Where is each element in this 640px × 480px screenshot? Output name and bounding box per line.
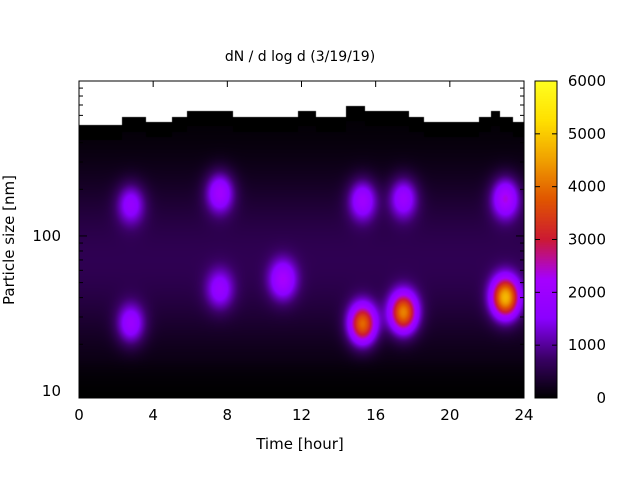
y-tick-label: 10 — [42, 382, 61, 400]
x-tick-label: 8 — [223, 406, 233, 424]
chart-title: dN / d log d (3/19/19) — [225, 49, 375, 65]
x-tick-label: 20 — [440, 406, 459, 424]
colorbar-ticks: 0 1000 2000 3000 4000 5000 6000 — [535, 72, 606, 407]
colorbar-tick-label: 3000 — [568, 231, 606, 249]
colorbar-tick-label: 1000 — [568, 336, 606, 354]
y-axis-label: Particle size [nm] — [0, 175, 18, 305]
x-axis-label: Time [hour] — [255, 435, 344, 453]
colorbar-gradient — [535, 81, 557, 398]
plot-frame — [78, 80, 525, 399]
colorbar-tick-label: 0 — [596, 389, 606, 407]
y-axis-ticks: 10 100 — [32, 87, 524, 400]
colorbar-tick-label: 6000 — [568, 72, 606, 90]
colorbar-tick-label: 5000 — [568, 125, 606, 143]
colorbar-frame — [534, 80, 558, 399]
colorbar-tick-label: 2000 — [568, 283, 606, 301]
x-tick-label: 12 — [292, 406, 311, 424]
y-tick-label: 100 — [32, 227, 61, 245]
heatmap-image — [79, 81, 524, 398]
x-tick-label: 4 — [148, 406, 158, 424]
x-tick-label: 0 — [74, 406, 84, 424]
x-tick-label: 16 — [366, 406, 385, 424]
colorbar-tick-label: 4000 — [568, 178, 606, 196]
x-tick-label: 24 — [514, 406, 533, 424]
